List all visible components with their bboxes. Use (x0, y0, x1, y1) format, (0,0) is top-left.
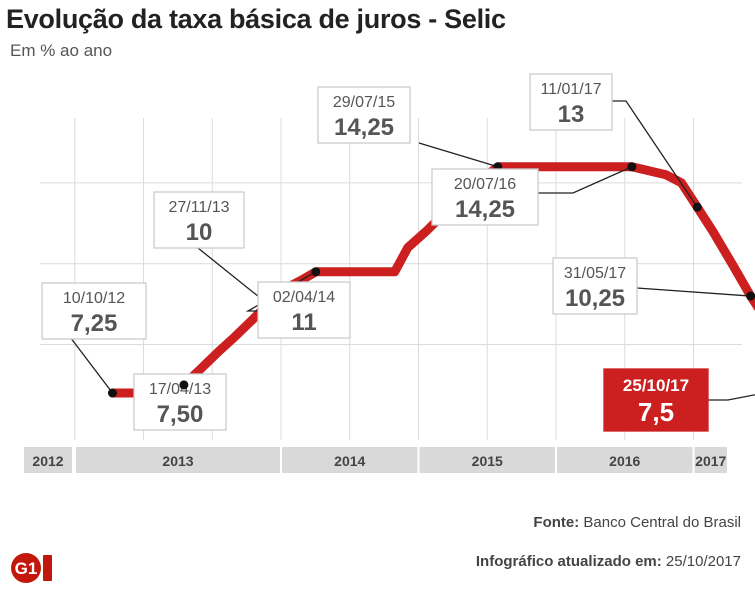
year-band (419, 447, 555, 473)
year-band (694, 447, 727, 473)
source-value: Banco Central do Brasil (583, 514, 741, 531)
x-tick-label: 2014 (334, 453, 365, 469)
annotation-box (552, 257, 638, 315)
annotation: 27/11/13 10 (153, 191, 273, 309)
year-band (557, 447, 693, 473)
chart-title: Evolução da taxa básica de juros - Selic (6, 4, 506, 34)
data-point (108, 388, 118, 398)
annotation-leader (708, 394, 755, 401)
x-tick-label: 2017 (695, 453, 726, 469)
annotation-box-highlight (603, 368, 709, 432)
annotation-box (133, 373, 227, 431)
annotation-value: 10 (186, 219, 213, 246)
annotation: 10/10/12 7,25 (41, 282, 147, 398)
annotation: 25/10/17 7,5 (603, 368, 755, 432)
source-label: Fonte: (533, 514, 580, 531)
annotation-box (257, 281, 351, 339)
source-credit: Fonte: Banco Central do Brasil (533, 514, 741, 531)
annotation-box (317, 86, 411, 144)
annotation: 02/04/14 11 (245, 267, 351, 339)
year-band (76, 447, 280, 473)
annotation-date: 27/11/13 (168, 199, 229, 216)
updated-value: 25/10/2017 (665, 553, 741, 570)
annotation-leader (538, 166, 633, 194)
annotation-leader (197, 247, 269, 305)
data-point (692, 202, 702, 212)
annotation-value: 11 (291, 309, 316, 336)
annotation-date: 20/07/16 (454, 176, 516, 193)
x-tick-label: 2012 (32, 453, 63, 469)
annotation-date: 17/04/13 (149, 381, 211, 398)
annotation-box (41, 282, 147, 340)
g1-logo: G1 (11, 553, 52, 583)
x-tick-label: 2013 (162, 453, 193, 469)
data-point (179, 380, 189, 390)
annotation: 31/05/17 10,25 (552, 257, 755, 315)
annotation-date: 29/07/15 (333, 94, 395, 111)
year-band (24, 447, 72, 473)
annotation-date: 10/10/12 (63, 290, 125, 307)
annotation-date: 25/10/17 (623, 376, 689, 395)
annotation: 29/07/15 14,25 (317, 86, 503, 172)
annotation-value: 13 (558, 101, 585, 128)
annotation-value: 7,25 (71, 310, 118, 337)
annotation: 17/04/13 7,50 (133, 373, 227, 431)
annotation: 11/01/17 13 (529, 73, 702, 212)
selic-series-line (108, 162, 755, 398)
annotation: 20/07/16 14,25 (431, 162, 637, 226)
data-point (627, 162, 637, 172)
annotation-value: 7,50 (157, 401, 204, 428)
annotation-date: 11/01/17 (540, 81, 601, 98)
annotation-leader (636, 287, 751, 297)
annotation-date: 02/04/14 (273, 289, 335, 306)
annotation-box (529, 73, 613, 131)
chart-subtitle: Em % ao ano (10, 41, 113, 60)
annotation-leader (418, 142, 498, 168)
updated-credit: Infográfico atualizado em: 25/10/2017 (476, 553, 741, 570)
annotation-leader (612, 100, 698, 208)
annotation-date: 31/05/17 (564, 265, 626, 282)
x-tick-label: 2015 (472, 453, 503, 469)
year-band (282, 447, 418, 473)
year-axis: 2012 2013 2014 2015 2016 2017 (24, 447, 727, 473)
annotation-value: 10,25 (565, 285, 625, 312)
x-tick-label: 2016 (609, 453, 640, 469)
data-point (311, 267, 321, 277)
annotation-box (431, 168, 539, 226)
annotation-value: 14,25 (334, 114, 394, 141)
annotation-value: 7,5 (638, 397, 674, 427)
annotation-value: 14,25 (455, 196, 515, 223)
annotation-box (153, 191, 245, 249)
g1-logo-text: G1 (15, 559, 38, 578)
updated-label: Infográfico atualizado em: (475, 553, 662, 570)
data-point (746, 291, 755, 301)
